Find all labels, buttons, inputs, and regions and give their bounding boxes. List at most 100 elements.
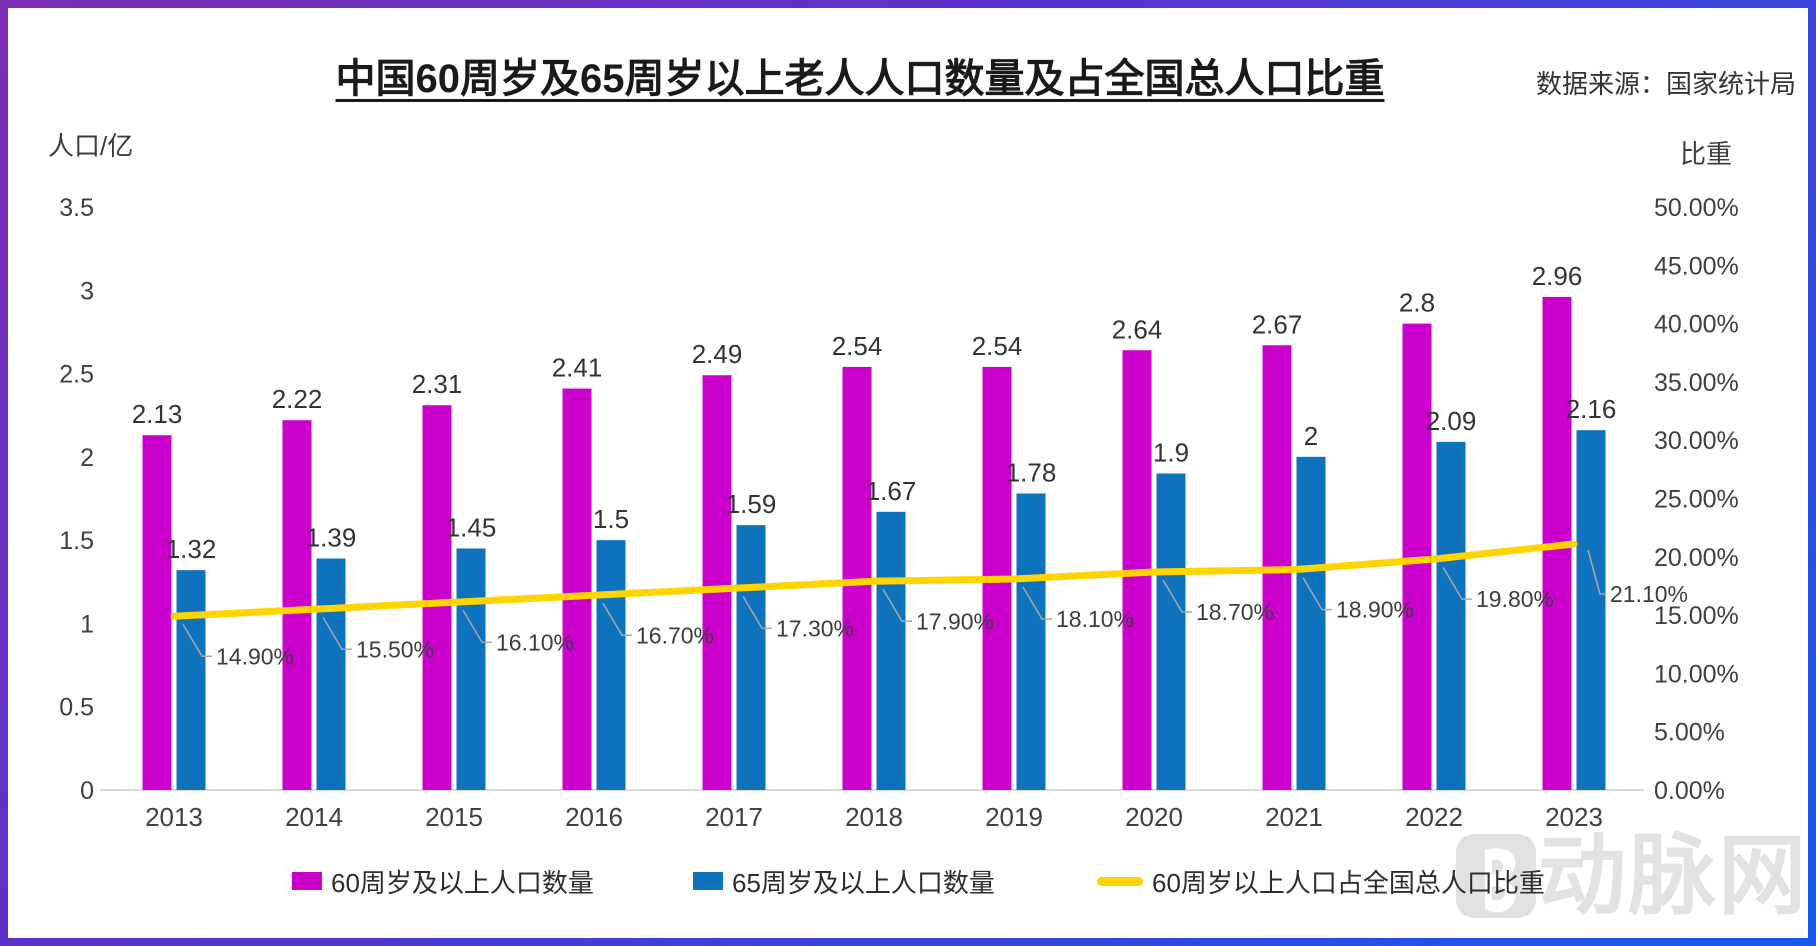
watermark-text: 动脉网 <box>1537 826 1808 925</box>
bar-65plus <box>1576 430 1606 790</box>
callout-leader <box>1022 586 1052 620</box>
ratio-point-label: 21.10% <box>1610 581 1688 607</box>
left-axis-tick: 3 <box>80 277 94 305</box>
callout-leader <box>742 595 772 630</box>
x-axis-label: 2022 <box>1405 802 1463 832</box>
x-axis-label: 2016 <box>565 802 623 832</box>
right-axis-tick: 10.00% <box>1654 660 1739 688</box>
ratio-point-label: 17.30% <box>776 615 854 641</box>
ratio-point-label: 15.50% <box>356 636 434 662</box>
x-axis-label: 2015 <box>425 802 483 832</box>
bar-65plus <box>1156 473 1186 790</box>
left-axis-tick: 3.5 <box>59 194 94 222</box>
left-axis-tick: 1 <box>80 610 94 638</box>
bar-60plus-value: 2.41 <box>552 353 603 383</box>
right-axis-tick: 25.00% <box>1654 486 1739 514</box>
watermark: 动脉网 <box>1454 832 1808 920</box>
bar-65plus <box>176 570 206 790</box>
bar-60plus-value: 2.8 <box>1399 288 1435 318</box>
callout-leader <box>462 609 492 644</box>
bar-65plus <box>1296 456 1326 790</box>
left-axis-tick: 2.5 <box>59 361 94 389</box>
data-source-label: 数据来源：国家统计局 <box>1536 69 1797 99</box>
left-axis-title: 人口/亿 <box>48 131 134 161</box>
callout-leader <box>182 623 212 658</box>
bar-60plus-value: 2.13 <box>132 399 183 429</box>
left-axis-tick: 0 <box>80 777 94 805</box>
chart-canvas: 中国60周岁及65周岁以上老人人口数量及占全国总人口比重 数据来源：国家统计局 … <box>8 8 1808 938</box>
x-axis-label: 2018 <box>845 802 903 832</box>
bar-60plus <box>422 405 452 790</box>
ratio-point-label: 16.70% <box>636 622 714 648</box>
callout-leader <box>322 616 352 651</box>
right-axis-tick: 20.00% <box>1654 544 1739 572</box>
right-axis-tick: 0.00% <box>1654 777 1725 805</box>
right-axis-tick: 5.00% <box>1654 719 1725 747</box>
right-axis-tick: 35.00% <box>1654 369 1739 397</box>
x-axis-label: 2014 <box>285 802 343 832</box>
ratio-point-label: 18.10% <box>1056 606 1134 632</box>
bar-65plus-value: 1.9 <box>1153 438 1189 468</box>
callout-leader <box>602 602 632 637</box>
legend-label-60plus: 60周岁及以上人口数量 <box>331 867 594 898</box>
x-axis-label: 2021 <box>1265 802 1323 832</box>
bar-65plus-value: 2 <box>1304 421 1318 451</box>
callout-leader <box>882 588 912 623</box>
ratio-point-label: 14.90% <box>216 643 294 669</box>
ratio-point-label: 19.80% <box>1476 586 1554 612</box>
bar-65plus-value: 1.67 <box>866 476 917 506</box>
ratio-point-label: 17.90% <box>916 608 994 634</box>
legend-item-60plus: 60周岁及以上人口数量 <box>292 864 594 898</box>
bar-60plus <box>282 420 312 790</box>
x-axis-label: 2023 <box>1545 802 1603 832</box>
right-axis-tick: 40.00% <box>1654 311 1739 339</box>
bar-60plus-value: 2.31 <box>412 369 463 399</box>
bar-60plus-value: 2.54 <box>832 331 883 361</box>
x-axis-label: 2013 <box>145 802 203 832</box>
bar-60plus-value: 2.64 <box>1112 314 1163 344</box>
bar-65plus-value: 1.45 <box>446 512 497 542</box>
ratio-point-label: 16.10% <box>496 629 574 655</box>
legend-label-ratio-line: 60周岁以上人口占全国总人口比重 <box>1152 867 1545 898</box>
x-axis-label: 2017 <box>705 802 763 832</box>
bar-65plus <box>596 540 626 790</box>
bar-65plus <box>456 548 486 790</box>
bar-65plus-value: 2.16 <box>1566 394 1617 424</box>
ratio-line <box>170 540 1578 620</box>
legend-item-65plus: 65周岁及以上人口数量 <box>693 864 995 898</box>
combo-chart: 0 0.5 1 1.5 2 2.5 3 3.5 0.00% 5.00% 10.00% 15.00% 20… <box>59 194 1739 832</box>
callout-leader <box>1442 566 1472 600</box>
callout-leader <box>1587 549 1606 595</box>
legend-swatch-ratio-line <box>1097 876 1143 886</box>
ratio-point-label: 18.70% <box>1196 599 1274 625</box>
bar-60plus-value: 2.67 <box>1252 309 1303 339</box>
ratio-point-label: 18.90% <box>1336 597 1414 623</box>
right-axis-tick: 15.00% <box>1654 602 1739 630</box>
bar-65plus-value: 2.09 <box>1426 406 1477 436</box>
bar-65plus <box>876 511 906 790</box>
left-axis-tick: 1.5 <box>59 527 94 555</box>
bar-65plus-value: 1.39 <box>306 522 357 552</box>
x-axis-label: 2020 <box>1125 802 1183 832</box>
right-axis-tick: 45.00% <box>1654 252 1739 280</box>
left-axis-tick: 0.5 <box>59 694 94 722</box>
bar-65plus <box>736 525 766 790</box>
bar-60plus-value: 2.49 <box>692 339 743 369</box>
bar-60plus-value: 2.54 <box>972 331 1023 361</box>
bar-60plus <box>562 388 592 790</box>
callout-leader <box>1162 579 1192 613</box>
bar-65plus <box>1016 493 1046 790</box>
bar-60plus-value: 2.22 <box>272 384 323 414</box>
bar-65plus <box>316 558 346 790</box>
right-axis-title: 比重 <box>1680 139 1733 169</box>
bar-60plus-value: 2.96 <box>1532 261 1583 291</box>
x-axis-label: 2019 <box>985 802 1043 832</box>
right-axis-tick: 50.00% <box>1654 194 1739 222</box>
bar-65plus-value: 1.5 <box>593 504 629 534</box>
callout-leader <box>1302 577 1332 611</box>
bar-65plus-value: 1.59 <box>726 489 777 519</box>
bar-65plus-value: 1.32 <box>166 534 217 564</box>
bar-60plus <box>142 435 172 790</box>
legend-swatch-60plus <box>292 872 322 890</box>
